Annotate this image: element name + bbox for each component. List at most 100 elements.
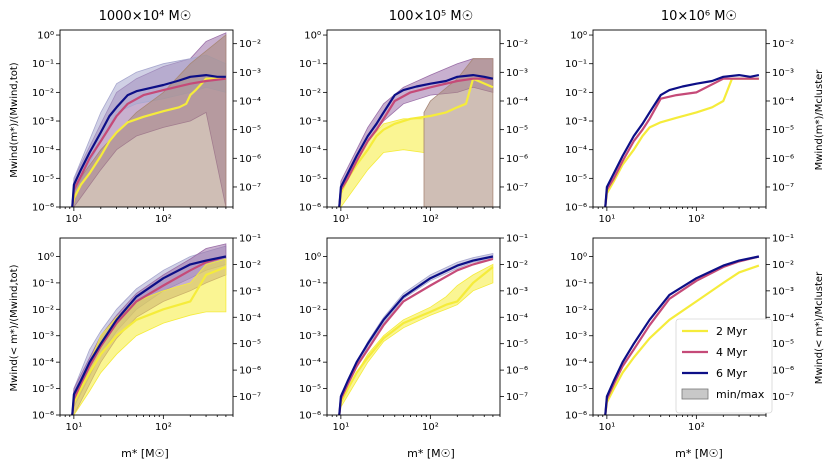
y-tick-label-left: 10⁻⁵ bbox=[299, 174, 321, 185]
x-tick-label: 10² bbox=[688, 422, 705, 433]
y-tick-label-right: 10⁻⁵ bbox=[239, 339, 261, 350]
y-tick-label-right: 10⁻⁷ bbox=[506, 182, 528, 193]
axes-frame bbox=[326, 237, 501, 416]
y-tick-label-left: 10⁻⁵ bbox=[565, 384, 587, 395]
y-tick-label-right: 10⁻⁷ bbox=[772, 182, 794, 193]
y-tick-label-right: 10⁻⁵ bbox=[239, 125, 261, 136]
y-tick-label-right: 10⁻¹ bbox=[772, 234, 794, 245]
legend: 2 Myr 4 Myr 6 Myr min/max bbox=[675, 318, 773, 414]
x-tick-label: 10¹ bbox=[332, 422, 349, 433]
y-tick-label-left: 10⁻⁴ bbox=[565, 145, 587, 156]
y-tick-label-right: 10⁻⁴ bbox=[772, 96, 794, 107]
y-tick-label-right: 10⁻⁷ bbox=[239, 392, 261, 403]
axes-frame bbox=[59, 29, 234, 208]
y-tick-label-right: 10⁻⁴ bbox=[506, 313, 528, 324]
y-tick-label-right: 10⁻³ bbox=[772, 286, 794, 297]
series-6-myr bbox=[604, 255, 760, 415]
y-tick-label-left: 10⁻⁵ bbox=[32, 174, 54, 185]
y-tick-label-left: 10⁻⁶ bbox=[565, 411, 587, 422]
x-tick-label: 10¹ bbox=[65, 422, 82, 433]
series-4-myr bbox=[604, 77, 759, 207]
y-tick-label-left: 10⁻¹ bbox=[565, 59, 587, 70]
x-tick-label: 10² bbox=[422, 422, 439, 433]
panel-2-2: 10¹ 10² 10⁰ 10⁻¹ 10⁻² 10⁻³ 10⁻⁴ 10⁻⁵ 10⁻⁶ 10⁻¹ 10⁻… bbox=[299, 234, 528, 434]
y-tick-label-right: 10⁻⁴ bbox=[772, 313, 794, 324]
y-tick-label-left: 10⁻² bbox=[32, 305, 54, 316]
y-tick-label-left: 10⁻³ bbox=[299, 331, 321, 342]
x-tick-label: 10² bbox=[422, 214, 439, 225]
y-tick-label-left: 10⁻⁴ bbox=[299, 358, 321, 369]
y-tick-label-right: 10⁻⁶ bbox=[239, 366, 261, 377]
y-tick-label-right: 10⁻⁵ bbox=[506, 339, 528, 350]
x-tick-label: 10² bbox=[688, 214, 705, 225]
y-tick-label-left: 10⁻⁶ bbox=[299, 411, 321, 422]
y-tick-label-left: 10⁻⁶ bbox=[299, 203, 321, 214]
y-tick-label-left: 10⁻³ bbox=[32, 117, 54, 128]
legend-swatch-minmax bbox=[681, 388, 709, 400]
series-4-myr bbox=[338, 257, 494, 415]
y-tick-label-left: 10⁰ bbox=[570, 252, 587, 263]
series-4-myr bbox=[71, 77, 227, 207]
y-tick-label-right: 10⁻¹ bbox=[239, 234, 261, 245]
panel-title-3: 10×10⁶ M☉ bbox=[661, 9, 737, 24]
y-tick-label-left: 10⁰ bbox=[37, 252, 54, 263]
y-label-left-top: Mwind(m*)/(Mwind,tot) bbox=[9, 62, 20, 177]
y-tick-label-left: 10⁻⁶ bbox=[32, 411, 54, 422]
y-tick-label-right: 10⁻² bbox=[772, 260, 794, 271]
y-tick-label-right: 10⁻² bbox=[772, 39, 794, 50]
x-label-3: m* [M☉] bbox=[675, 447, 723, 460]
series-4-myr bbox=[338, 77, 493, 207]
y-tick-label-left: 10⁻⁴ bbox=[299, 145, 321, 156]
y-tick-label-left: 10⁻² bbox=[299, 305, 321, 316]
y-label-right-top: Mwind(m*)/Mcluster bbox=[814, 69, 825, 171]
y-tick-label-right: 10⁻³ bbox=[506, 68, 528, 79]
y-tick-label-left: 10⁻⁵ bbox=[299, 384, 321, 395]
y-tick-label-right: 10⁻³ bbox=[239, 286, 261, 297]
series-2-myr bbox=[71, 77, 226, 207]
series-4-myr bbox=[604, 255, 760, 415]
y-tick-label-left: 10⁻³ bbox=[565, 117, 587, 128]
y-tick-label-left: 10⁻² bbox=[565, 88, 587, 99]
y-tick-label-left: 10⁻⁶ bbox=[565, 203, 587, 214]
band-1 bbox=[338, 253, 494, 415]
y-tick-label-right: 10⁻⁶ bbox=[506, 366, 528, 377]
y-tick-label-left: 10⁻³ bbox=[299, 117, 321, 128]
y-tick-label-left: 10⁻¹ bbox=[32, 59, 54, 70]
y-tick-label-right: 10⁻⁶ bbox=[772, 366, 794, 377]
y-tick-label-right: 10⁻² bbox=[239, 260, 261, 271]
y-tick-label-right: 10⁻⁵ bbox=[772, 339, 794, 350]
y-tick-label-right: 10⁻⁵ bbox=[772, 125, 794, 136]
y-tick-label-right: 10⁻⁶ bbox=[772, 154, 794, 165]
y-tick-label-left: 10⁰ bbox=[304, 252, 321, 263]
legend-label-6myr: 6 Myr bbox=[716, 367, 747, 380]
panels: 10¹ 10² 10⁰ 10⁻¹ 10⁻² 10⁻³ 10⁻⁴ 10⁻⁵ 10⁻⁶ 10⁻² 10⁻… bbox=[32, 29, 794, 434]
y-tick-label-right: 10⁻² bbox=[239, 39, 261, 50]
y-tick-label-right: 10⁻¹ bbox=[506, 234, 528, 245]
series-2-myr bbox=[604, 77, 759, 207]
y-tick-label-right: 10⁻⁴ bbox=[239, 96, 261, 107]
y-tick-label-left: 10⁰ bbox=[37, 31, 54, 42]
y-label-right-bottom: Mwind(< m*)/Mcluster bbox=[814, 271, 825, 384]
series-2-myr bbox=[71, 265, 227, 415]
y-tick-label-left: 10⁻³ bbox=[32, 331, 54, 342]
y-tick-label-left: 10⁰ bbox=[570, 31, 587, 42]
x-tick-label: 10² bbox=[155, 422, 172, 433]
y-tick-label-left: 10⁻⁵ bbox=[32, 384, 54, 395]
y-tick-label-right: 10⁻⁶ bbox=[239, 154, 261, 165]
y-tick-label-left: 10⁻² bbox=[32, 88, 54, 99]
x-label-1: m* [M☉] bbox=[121, 447, 169, 460]
x-tick-label: 10¹ bbox=[598, 422, 615, 433]
x-tick-label: 10¹ bbox=[332, 214, 349, 225]
y-tick-label-left: 10⁻⁴ bbox=[32, 145, 54, 156]
panel-2-1: 10¹ 10² 10⁰ 10⁻¹ 10⁻² 10⁻³ 10⁻⁴ 10⁻⁵ 10⁻⁶ 10⁻¹ 10⁻… bbox=[32, 234, 261, 434]
series-4-myr bbox=[71, 255, 227, 415]
x-tick-label: 10¹ bbox=[65, 214, 82, 225]
band-3 bbox=[423, 58, 494, 207]
series-6-myr bbox=[71, 255, 227, 415]
x-label-2: m* [M☉] bbox=[407, 447, 455, 460]
axes-frame bbox=[59, 237, 234, 416]
series-2-myr bbox=[338, 266, 494, 415]
series-6-myr bbox=[71, 74, 226, 207]
y-tick-label-left: 10⁻¹ bbox=[299, 59, 321, 70]
